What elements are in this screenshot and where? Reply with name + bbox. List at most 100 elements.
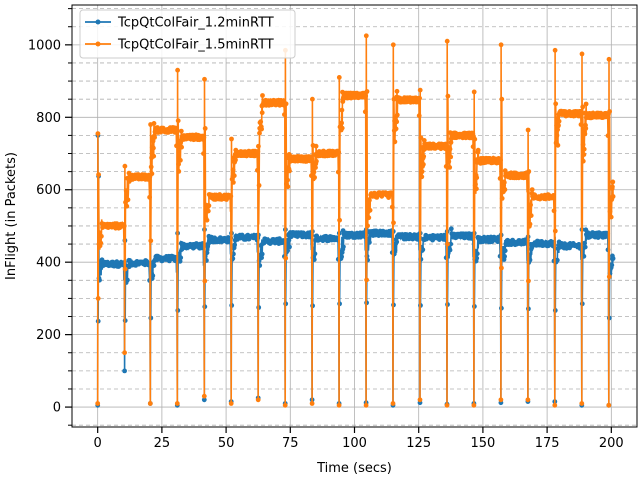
data-point xyxy=(583,101,589,107)
data-point xyxy=(579,110,584,116)
data-point xyxy=(311,169,317,175)
data-point xyxy=(416,113,422,119)
data-point xyxy=(121,223,127,229)
data-point xyxy=(364,277,369,283)
x-tick-label: 75 xyxy=(282,436,299,451)
data-point xyxy=(551,193,556,198)
data-point xyxy=(232,242,238,248)
data-point xyxy=(607,209,613,214)
data-point xyxy=(176,161,182,167)
data-point xyxy=(365,223,370,229)
legend-box xyxy=(79,9,296,59)
data-point xyxy=(175,67,181,73)
data-point xyxy=(339,120,344,126)
y-axis-label: InFlight (in Packets) xyxy=(4,152,19,280)
data-point xyxy=(447,165,453,170)
data-point xyxy=(609,186,615,191)
data-point xyxy=(552,402,558,408)
legend-label-2: TcpQtColFair_1.5minRTT xyxy=(117,38,274,53)
data-point xyxy=(178,128,184,134)
y-tick-label: 400 xyxy=(36,256,61,271)
data-point xyxy=(553,101,559,107)
data-point xyxy=(474,175,480,181)
data-point xyxy=(339,107,345,113)
data-point xyxy=(555,142,561,148)
data-point xyxy=(148,164,154,170)
data-point xyxy=(525,397,531,403)
data-point xyxy=(581,253,587,259)
data-point xyxy=(526,278,531,284)
data-point xyxy=(610,179,616,185)
series-2 xyxy=(95,33,616,408)
data-point xyxy=(177,258,183,264)
data-point xyxy=(472,136,478,142)
data-point xyxy=(552,228,558,234)
data-point xyxy=(336,149,342,155)
data-point xyxy=(231,180,236,185)
legend: TcpQtColFair_1.2minRTT TcpQtColFair_1.5m… xyxy=(79,9,296,59)
legend-entry-2: TcpQtColFair_1.5minRTT xyxy=(85,38,274,53)
data-point xyxy=(470,144,476,150)
data-point xyxy=(151,263,157,268)
data-point xyxy=(229,136,234,142)
data-point xyxy=(391,220,396,226)
data-point xyxy=(474,186,479,192)
data-point xyxy=(255,397,261,403)
data-point xyxy=(122,350,127,356)
data-point xyxy=(528,213,534,219)
x-axis-label: Time (secs) xyxy=(316,461,392,476)
data-point xyxy=(445,93,451,99)
data-point xyxy=(583,125,589,131)
data-point xyxy=(309,401,315,406)
data-point xyxy=(259,126,264,132)
data-point xyxy=(176,169,182,174)
data-point xyxy=(393,126,399,132)
data-point xyxy=(580,104,586,110)
data-point xyxy=(497,176,503,181)
data-point xyxy=(178,157,183,163)
data-point xyxy=(582,244,588,250)
data-point xyxy=(123,188,129,194)
data-point xyxy=(582,131,588,137)
data-point xyxy=(608,214,614,220)
data-point xyxy=(258,119,264,125)
data-point xyxy=(114,259,120,265)
data-point xyxy=(444,38,450,44)
data-point xyxy=(283,101,289,107)
data-point xyxy=(98,240,104,246)
series-layer xyxy=(95,33,616,408)
data-point xyxy=(421,162,426,167)
data-point xyxy=(150,273,156,279)
data-point xyxy=(444,402,450,408)
data-point xyxy=(204,217,210,223)
data-point xyxy=(309,156,315,162)
data-point xyxy=(179,144,185,150)
data-point xyxy=(363,402,369,408)
data-point xyxy=(417,95,422,101)
data-point xyxy=(255,149,261,155)
x-tick-label: 200 xyxy=(599,436,624,451)
data-point xyxy=(606,56,612,62)
data-point xyxy=(151,153,157,159)
data-point xyxy=(205,208,211,214)
x-tick-label: 0 xyxy=(94,436,102,451)
data-point xyxy=(420,247,426,253)
data-point xyxy=(418,135,424,141)
data-point xyxy=(147,401,153,406)
data-point xyxy=(474,255,480,261)
data-point xyxy=(201,397,207,403)
grid-layer xyxy=(72,5,637,427)
data-point xyxy=(313,143,319,149)
data-point xyxy=(445,241,450,247)
data-point xyxy=(389,204,395,210)
data-point xyxy=(499,96,505,102)
data-point xyxy=(448,140,454,145)
y-tick-label: 1000 xyxy=(28,38,61,53)
data-point xyxy=(366,215,372,221)
data-point xyxy=(390,42,396,48)
y-tick-label: 200 xyxy=(36,328,61,343)
data-point xyxy=(152,135,158,140)
data-point xyxy=(202,278,208,284)
data-point xyxy=(287,168,292,174)
